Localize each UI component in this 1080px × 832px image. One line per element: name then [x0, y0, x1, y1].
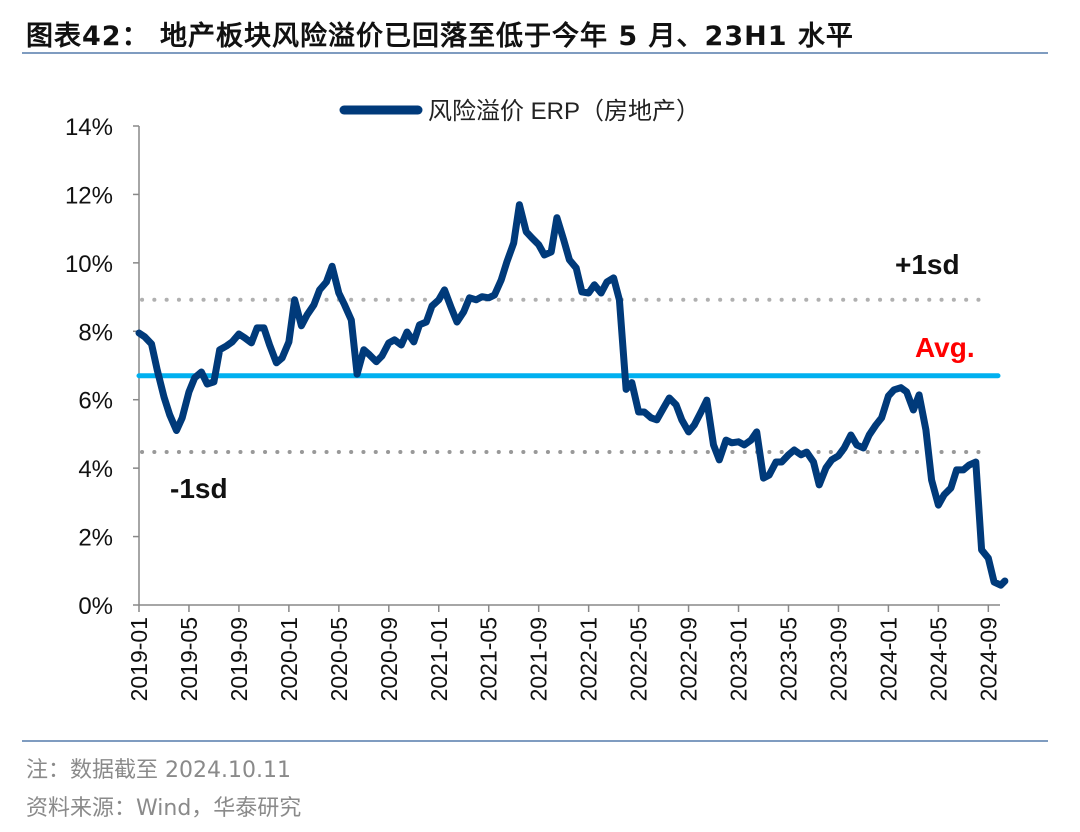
series-line-erp	[135, 201, 1009, 589]
y-tick-label: 6%	[78, 388, 113, 415]
x-tick-label: 2019-05	[176, 617, 202, 701]
x-tick-label: 2021-09	[526, 617, 552, 701]
source-note: 资料来源：Wind，华泰研究	[26, 796, 302, 821]
legend: 风险溢价 ERP（房地产）	[339, 98, 700, 125]
x-tick-label: 2022-05	[626, 617, 652, 701]
x-tick-label: 2021-01	[426, 617, 452, 701]
x-tick-label: 2024-01	[875, 617, 901, 701]
x-tick-label: 2020-09	[376, 617, 402, 701]
y-tick-label: 0%	[78, 593, 113, 620]
x-tick-label: 2022-01	[576, 617, 602, 701]
plus-1sd-label: +1sd	[895, 249, 960, 280]
y-tick-label: 12%	[65, 182, 113, 209]
x-tick-label: 2021-05	[476, 617, 502, 701]
x-tick-label: 2023-05	[775, 617, 801, 701]
x-tick-label: 2023-09	[825, 617, 851, 701]
x-tick-label: 2020-05	[326, 617, 352, 701]
y-tick-label: 10%	[65, 251, 113, 278]
x-tick-label: 2022-09	[676, 617, 702, 701]
title-divider	[22, 52, 1048, 54]
figure-title: 图表42： 地产板块风险溢价已回落至低于今年 5 月、23H1 水平	[26, 21, 854, 52]
reference-lines: +1sd Avg. -1sd	[136, 249, 1001, 504]
axes: 0% 2% 4% 6% 8% 10% 12% 14% 2019-01 2019-05 2019-09…	[65, 114, 1001, 701]
avg-label: Avg.	[915, 332, 975, 363]
x-tick-label: 2023-01	[726, 617, 752, 701]
minus-1sd-label: -1sd	[170, 473, 228, 504]
y-tick-label: 8%	[78, 319, 113, 346]
legend-label: 风险溢价 ERP（房地产）	[428, 98, 700, 125]
x-tick-label: 2020-01	[276, 617, 302, 701]
x-tick-label: 2024-09	[975, 617, 1001, 701]
x-tick-label: 2019-09	[226, 617, 252, 701]
x-tick-label: 2024-05	[925, 617, 951, 701]
y-tick-label: 14%	[65, 114, 113, 141]
y-tick-label: 2%	[78, 525, 113, 552]
x-tick-label: 2019-01	[126, 617, 152, 701]
data-note: 注：数据截至 2024.10.11	[26, 758, 291, 783]
y-tick-label: 4%	[78, 456, 113, 483]
footer-divider	[22, 740, 1048, 742]
